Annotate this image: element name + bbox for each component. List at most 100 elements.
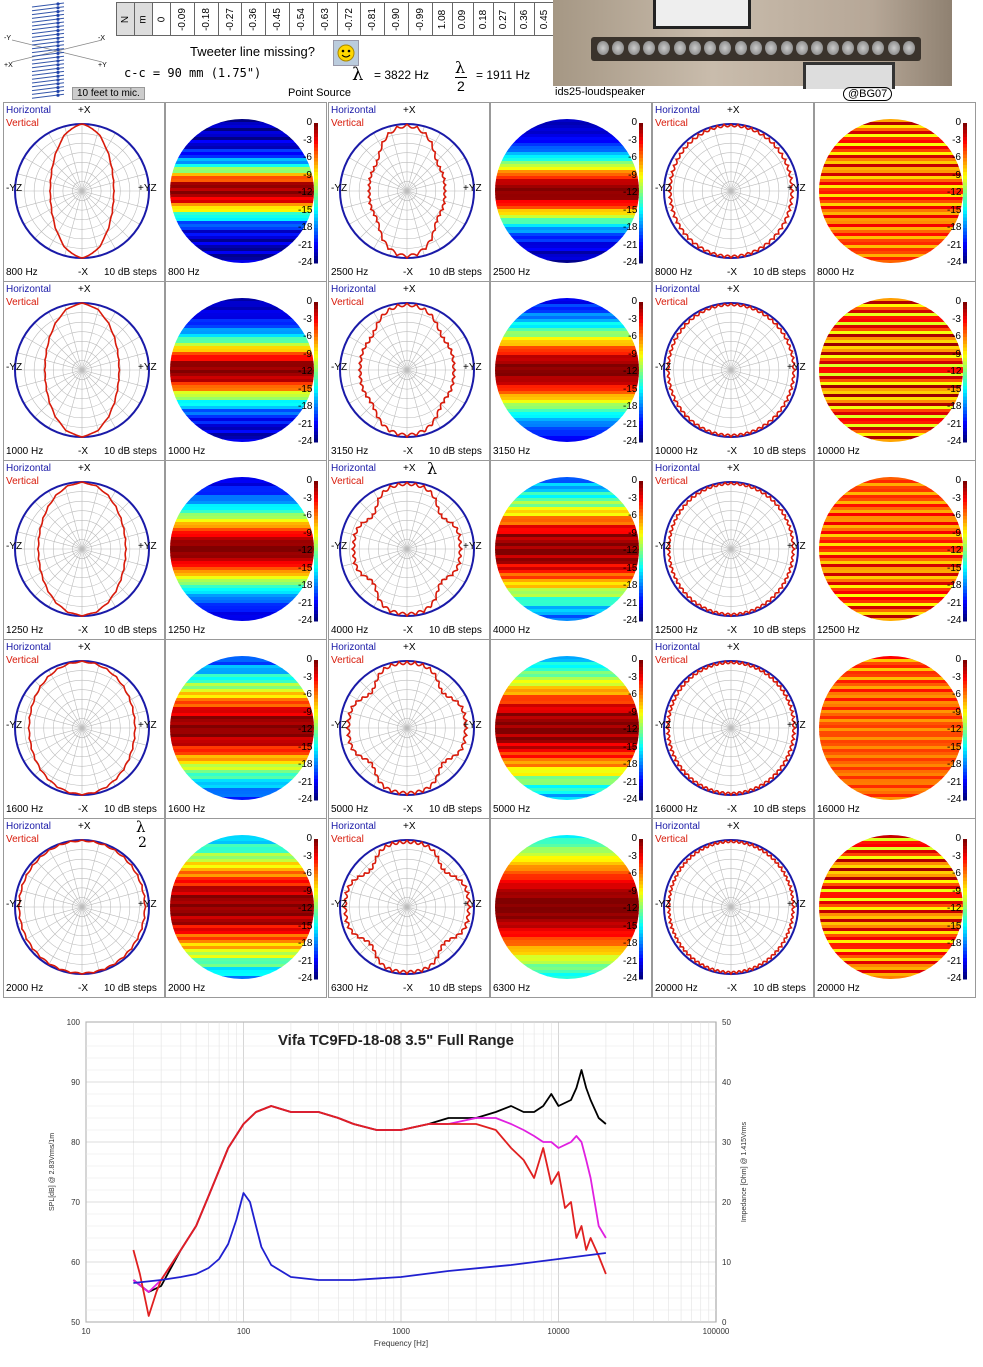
- colorbar-segment: [639, 695, 643, 699]
- vertical-curve: [17, 839, 147, 975]
- colorbar-segment: [314, 400, 318, 404]
- heat-band: [819, 504, 963, 508]
- driver-point: [56, 59, 60, 63]
- colorbar-tick: -15: [298, 741, 313, 753]
- label-right: +YZ: [138, 720, 157, 731]
- colorbar-segment: [963, 530, 967, 534]
- colorbar-segment: [963, 867, 967, 871]
- colorbar-tick: -24: [298, 257, 313, 268]
- colorbar-tick: -15: [298, 204, 313, 216]
- legend-vertical: Vertical: [6, 655, 39, 666]
- legend-horizontal: Horizontal: [6, 642, 52, 653]
- frequency-label: 16000 Hz: [817, 804, 860, 815]
- driver-point: [56, 6, 60, 10]
- polar-plot: Horizontal Vertical +X -YZ +YZ -X 20000 Hz 10 d…: [652, 818, 814, 998]
- heat-band: [170, 791, 314, 795]
- colorbar-segment: [639, 579, 643, 583]
- colorbar-segment: [314, 512, 318, 517]
- colorbar-segment: [963, 484, 967, 489]
- y-tick-label-right: 10: [722, 1258, 731, 1267]
- colorbar-tick: -18: [623, 759, 638, 770]
- heat-band: [170, 880, 314, 884]
- heat-band: [819, 349, 963, 353]
- heat-band: [495, 594, 639, 598]
- legend-horizontal: Horizontal: [331, 284, 377, 295]
- heat-band: [170, 767, 314, 771]
- heat-band: [819, 355, 963, 359]
- heat-band: [495, 498, 639, 502]
- colorbar-segment: [314, 133, 318, 138]
- colorbar-segment: [639, 575, 643, 580]
- colorbar-segment: [314, 937, 318, 941]
- frequency-label: 1000 Hz: [168, 446, 206, 457]
- colorbar-segment: [963, 358, 967, 362]
- colorbar-tick: -24: [947, 257, 962, 268]
- driver-cone: [795, 41, 808, 55]
- heat-band: [170, 507, 314, 511]
- heat-band: [495, 364, 639, 368]
- heat-band: [170, 418, 314, 422]
- colorbar-tick: -24: [623, 436, 638, 447]
- heat-band: [495, 343, 639, 347]
- colorbar-segment: [963, 758, 967, 762]
- colorbar-segment: [963, 361, 967, 366]
- y-tick-label-left: 60: [71, 1258, 80, 1267]
- colorbar-segment: [314, 238, 318, 243]
- vertical-curve: [350, 481, 464, 618]
- colorbar-segment: [639, 368, 643, 373]
- steps-label: 10 dB steps: [104, 804, 157, 815]
- driver-cone: [658, 41, 671, 55]
- label-right: +YZ: [138, 541, 157, 552]
- y-tick-label-left: 90: [71, 1078, 80, 1087]
- heat-band: [495, 850, 639, 854]
- polar-spoke: [17, 173, 147, 209]
- heat-band: [495, 492, 639, 496]
- colorbar-segment: [314, 130, 318, 134]
- heat-band: [495, 961, 639, 965]
- heat-band: [170, 958, 314, 962]
- colorbar-segment: [314, 544, 318, 548]
- heat-band: [495, 755, 639, 759]
- driver-cone: [704, 41, 717, 55]
- heat-band: [819, 612, 963, 616]
- heat-band: [819, 131, 963, 135]
- colorbar-segment: [639, 245, 643, 250]
- colorbar-segment: [963, 372, 967, 376]
- heat-band: [495, 537, 639, 541]
- colorbar-segment: [963, 898, 967, 903]
- colorbar-tick: -9: [628, 169, 637, 181]
- colorbar-segment: [639, 396, 643, 401]
- colorbar-segment: [963, 607, 967, 611]
- heat-band: [170, 925, 314, 929]
- colorbar-segment: [639, 793, 643, 797]
- colorbar-tick: -18: [298, 222, 313, 233]
- heat-band: [170, 668, 314, 672]
- driver-point: [56, 40, 60, 44]
- colorbar-segment: [963, 772, 967, 776]
- heat-band: [495, 337, 639, 341]
- heat-band: [170, 412, 314, 416]
- heat-band: [170, 331, 314, 335]
- colorbar-segment: [639, 242, 643, 246]
- heat-band: [495, 400, 639, 404]
- heat-band: [495, 227, 639, 231]
- driver-cone: [734, 41, 747, 55]
- frequency-label: 6300 Hz: [331, 983, 369, 994]
- colorbar-segment: [314, 586, 318, 590]
- polar-spoke: [666, 710, 796, 746]
- label-left: -YZ: [6, 541, 23, 552]
- colorbar-segment: [963, 558, 967, 562]
- colorbar-segment: [963, 217, 967, 222]
- steps-label: 10 dB steps: [429, 804, 482, 815]
- heat-band: [819, 483, 963, 487]
- colorbar-segment: [639, 719, 643, 724]
- colorbar-segment: [314, 775, 318, 780]
- colorbar-segment: [314, 947, 318, 952]
- heat-band: [170, 585, 314, 589]
- colorbar-tick: -21: [623, 776, 638, 788]
- colorbar-tick: -12: [623, 366, 638, 377]
- heat-band: [495, 239, 639, 243]
- frequency-label: 12500 Hz: [817, 625, 860, 636]
- half-lambda-marker-den: 2: [138, 835, 147, 851]
- label-bottom: -X: [78, 446, 88, 457]
